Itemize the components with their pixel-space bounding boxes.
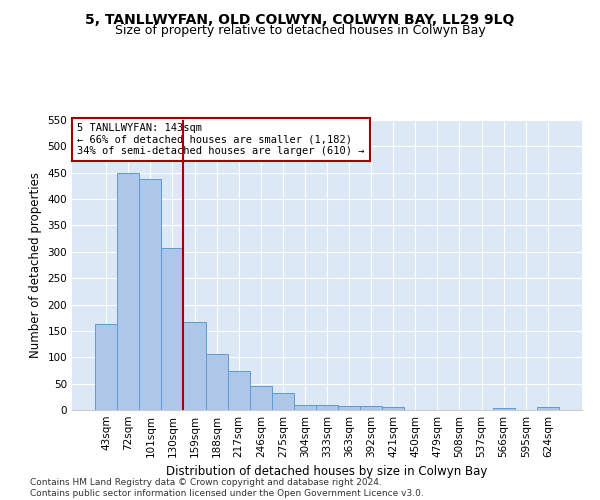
X-axis label: Distribution of detached houses by size in Colwyn Bay: Distribution of detached houses by size … (166, 466, 488, 478)
Bar (316, 404, 338, 410)
Text: Size of property relative to detached houses in Colwyn Bay: Size of property relative to detached ho… (115, 24, 485, 37)
Bar (294, 404, 316, 410)
Bar (139, 179, 161, 410)
Bar (360, 406, 382, 410)
Text: 5 TANLLWYFAN: 143sqm
← 66% of detached houses are smaller (1,182)
34% of semi-de: 5 TANLLWYFAN: 143sqm ← 66% of detached h… (77, 123, 365, 156)
Text: Contains HM Land Registry data © Crown copyright and database right 2024.
Contai: Contains HM Land Registry data © Crown c… (30, 478, 424, 498)
Y-axis label: Number of detached properties: Number of detached properties (29, 172, 42, 358)
Text: 5, TANLLWYFAN, OLD COLWYN, COLWYN BAY, LL29 9LQ: 5, TANLLWYFAN, OLD COLWYN, COLWYN BAY, L… (85, 12, 515, 26)
Bar (117, 172, 139, 410)
Bar (95, 324, 117, 410)
Bar (493, 408, 515, 410)
Bar (184, 322, 206, 410)
Bar (382, 408, 404, 410)
Bar (206, 354, 227, 410)
Bar (161, 248, 184, 410)
Bar (272, 393, 294, 410)
Bar (338, 406, 360, 410)
Bar (227, 371, 250, 410)
Bar (250, 386, 272, 410)
Bar (537, 408, 559, 410)
